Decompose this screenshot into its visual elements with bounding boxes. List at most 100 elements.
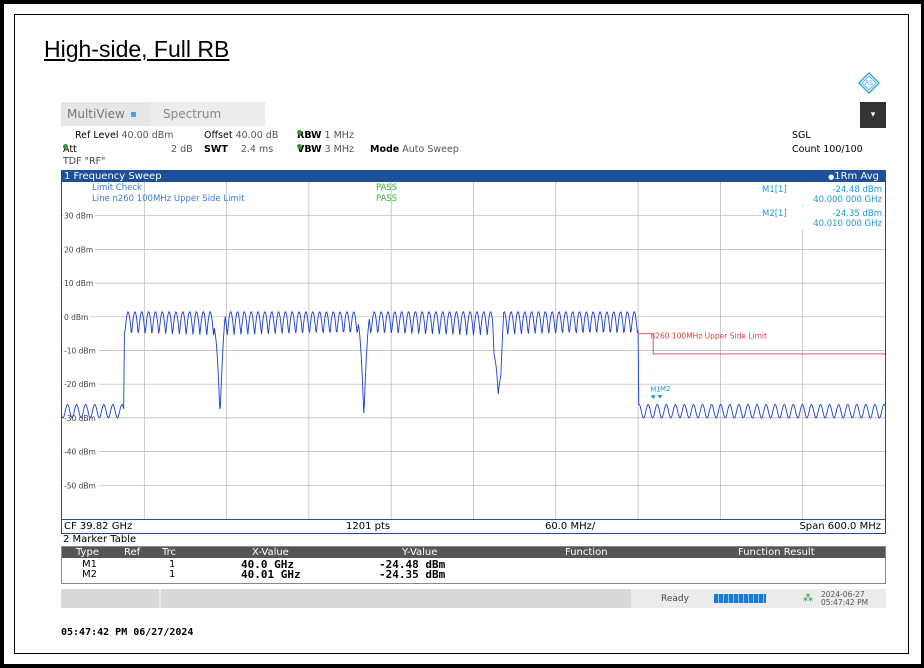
- marker-readout-level: -24.35 dBm: [832, 209, 882, 219]
- tab-spectrum[interactable]: Spectrum: [151, 102, 265, 126]
- tab-multiview[interactable]: MultiView: [61, 102, 151, 126]
- mode-value: Auto Sweep: [402, 144, 459, 155]
- tick-label-bg: [63, 346, 100, 355]
- vbw-setting[interactable]: VBW 3 MHz: [297, 144, 354, 155]
- plot-footer: CF 39.82 GHz 1201 pts 60.0 MHz/ Span 600…: [62, 519, 885, 534]
- coupled-indicator-icon: [63, 144, 68, 149]
- center-frequency: CF 39.82 GHz: [64, 521, 133, 532]
- sweep-points: 1201 pts: [346, 521, 391, 532]
- frequency-sweep-window: 1 Frequency Sweep ●1Rm Avg 30 dBm 20 dBm 1…: [61, 170, 886, 534]
- swt-setting[interactable]: SWT 2.4 ms: [204, 144, 273, 155]
- coupled-indicator-icon: [297, 130, 302, 135]
- status-field-2: [161, 589, 631, 608]
- y-tick-label: -10 dBm: [64, 347, 96, 356]
- marker-type: M1: [82, 559, 97, 570]
- marker-tag: M2: [660, 385, 671, 393]
- page-heading: High-side, Full RB: [44, 36, 230, 62]
- marker-readout-bg: [762, 207, 884, 229]
- frequency-per-div: 60.0 MHz/: [545, 521, 596, 532]
- marker-m1-icon: [650, 395, 656, 400]
- frequency-span: Span 600.0 MHz: [799, 521, 881, 532]
- offset-label: Offset: [204, 130, 233, 141]
- marker-type: M2: [82, 569, 97, 580]
- status-field-1: [61, 589, 159, 608]
- ref-level-value: 40.00 dBm: [121, 130, 174, 141]
- tick-label-bg: [63, 279, 95, 288]
- trace-indicator-icon: ●: [828, 173, 835, 181]
- tick-label-bg: [63, 380, 100, 389]
- offset-setting[interactable]: Offset 40.00 dB: [204, 130, 278, 141]
- y-tick-label: -40 dBm: [64, 448, 96, 457]
- ref-level-label: Ref Level: [75, 130, 119, 141]
- trace-info: ●1Rm Avg: [828, 171, 879, 183]
- col-trc: Trc: [162, 547, 177, 558]
- tab-indicator-icon: [130, 112, 136, 117]
- status-time: 05:47:42 PM: [821, 598, 869, 607]
- spectrum-trace: [62, 310, 885, 419]
- table-row[interactable]: M1 1 40.0 GHz -24.48 dBm: [62, 558, 885, 571]
- status-datetime: 2024-06-27 05:47:42 PM: [821, 591, 868, 607]
- sweep-count: Count 100/100: [792, 144, 863, 155]
- y-tick-label: -50 dBm: [64, 481, 96, 490]
- settings-panel: Ref Level 40.00 dBm Offset 40.00 dB RBW …: [61, 128, 886, 172]
- marker-readout-frequency: 40.000 000 GHz: [813, 195, 882, 205]
- status-date: 2024-06-27: [821, 590, 865, 599]
- tab-spectrum-label: Spectrum: [163, 107, 222, 121]
- tick-label-bg: [63, 211, 95, 220]
- marker-readout-frequency: 40.010 000 GHz: [813, 219, 882, 229]
- limit-line-check-label: Line n260 100MHz Upper Side Limit: [92, 194, 245, 204]
- marker-table-title: 2 Marker Table: [61, 534, 886, 546]
- sgl-indicator: SGL: [792, 130, 811, 141]
- offset-value: 40.00 dB: [235, 130, 279, 141]
- col-x-value: X-Value: [252, 547, 289, 558]
- network-icon: ⁂: [803, 593, 813, 604]
- col-y-value: Y-Value: [402, 547, 438, 558]
- marker-y-value: -24.48 dBm: [379, 558, 446, 571]
- tab-multiview-label: MultiView: [67, 107, 125, 121]
- plot-title-bar: 1 Frequency Sweep ●1Rm Avg: [62, 171, 885, 182]
- dropdown-menu-button[interactable]: ▾: [860, 102, 886, 128]
- marker-tag: M1: [650, 385, 661, 393]
- chevron-down-icon: ▾: [870, 110, 876, 120]
- rbw-setting[interactable]: RBW 1 MHz: [297, 130, 354, 141]
- marker-readout-bg: [762, 183, 884, 205]
- col-ref: Ref: [124, 547, 141, 558]
- att-label: Att: [63, 144, 77, 155]
- tick-label-bg: [63, 312, 90, 321]
- spectrum-analyzer-screen: MultiView Spectrum ▾ Ref Level 40.00 dBm…: [61, 100, 886, 608]
- tick-label-bg: [63, 245, 95, 254]
- limit-check-label: Limit Check: [92, 183, 142, 193]
- y-tick-label: 0 dBm: [64, 313, 88, 322]
- tab-bar: MultiView Spectrum ▾: [61, 102, 886, 128]
- vbw-value: 3 MHz: [324, 144, 354, 155]
- ready-status: Ready: [661, 594, 689, 604]
- marker-table-header: Type Ref Trc X-Value Y-Value Function Fu…: [62, 547, 885, 558]
- vbw-label: VBW: [297, 144, 322, 155]
- y-tick-label: 20 dBm: [64, 245, 93, 254]
- col-function: Function: [565, 547, 608, 558]
- swt-value: 2.4 ms: [240, 144, 274, 155]
- marker-table: Type Ref Trc X-Value Y-Value Function Fu…: [61, 546, 886, 584]
- marker-x-value: 40.0 GHz: [241, 558, 294, 571]
- marker-readout-name: M2[1]: [762, 209, 787, 219]
- marker-m2-icon: [657, 394, 663, 399]
- y-tick-label: 30 dBm: [64, 212, 93, 221]
- ref-level-setting[interactable]: Ref Level 40.00 dBm: [75, 130, 174, 141]
- limit-line-label: n260 100MHz Upper Side Limit: [650, 332, 767, 341]
- progress-bar: [714, 594, 766, 603]
- table-row[interactable]: M2 1 40.01 GHz -24.35 dBm: [62, 568, 885, 581]
- y-tick-label: 10 dBm: [64, 279, 93, 288]
- col-function-result: Function Result: [738, 547, 815, 558]
- svg-text:RS: RS: [865, 80, 873, 87]
- transducer-label: TDF "RF": [63, 156, 106, 167]
- tick-label-bg: [63, 481, 100, 490]
- mode-setting[interactable]: Mode Auto Sweep: [370, 144, 459, 155]
- marker-readout-name: M1[1]: [762, 185, 787, 195]
- att-setting[interactable]: Att: [63, 144, 77, 155]
- marker-y-value: -24.35 dBm: [379, 568, 446, 581]
- marker-x-value: 40.01 GHz: [241, 568, 301, 581]
- coupled-indicator-icon: [297, 144, 302, 149]
- spectrum-graph[interactable]: 30 dBm 20 dBm 10 dBm 0 dBm -10 dBm -20 dBm -30…: [62, 182, 885, 519]
- plot-title: 1 Frequency Sweep: [64, 171, 162, 182]
- y-tick-label: -20 dBm: [64, 380, 96, 389]
